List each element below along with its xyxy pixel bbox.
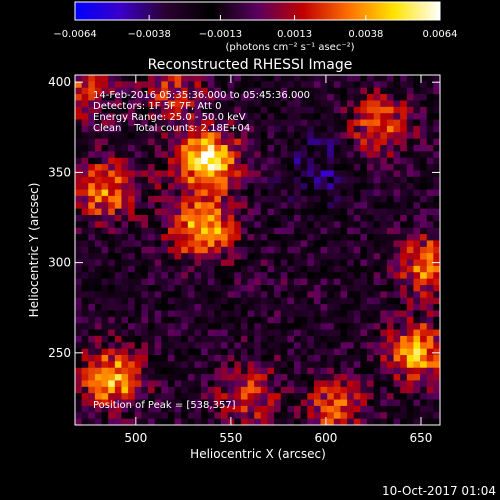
- annotation-detectors: Detectors: 1F 5F 7F, Att 0: [93, 101, 221, 112]
- peak-position-label: Position of Peak = [538,357]: [93, 400, 236, 411]
- x-tick-label: 600: [314, 431, 337, 445]
- annotation-energy-range: Energy Range: 25.0 - 50.0 keV: [93, 112, 246, 123]
- y-tick-label: 250: [48, 346, 71, 360]
- chart-title: Reconstructed RHESSI Image: [148, 57, 353, 73]
- annotation-clean-counts: Clean Total counts: 2.18E+04: [93, 123, 250, 134]
- x-tick-label: 550: [219, 431, 242, 445]
- plot-frame: [74, 74, 441, 426]
- y-axis-label: Heliocentric Y (arcsec): [27, 183, 41, 318]
- colorbar-units: (photons cm⁻² s⁻¹ asec⁻²): [225, 42, 354, 53]
- x-tick-label: 650: [410, 431, 433, 445]
- footer-timestamp: 10-Oct-2017 01:04: [382, 484, 496, 498]
- colorbar-tick-label: −0.0064: [53, 29, 96, 40]
- colorbar-tick-label: 0.0038: [348, 29, 383, 40]
- colorbar-gradient: [74, 1, 441, 21]
- axes: 500 550 600 650 250 300 350 400: [48, 75, 440, 445]
- x-axis-label: Heliocentric X (arcsec): [190, 447, 326, 461]
- colorbar-tick-label: 0.0013: [277, 29, 312, 40]
- colorbar: −0.0064 −0.0038 −0.0013 0.0013 0.0038 0.0064 …: [53, 1, 458, 53]
- y-tick-label: 400: [48, 75, 71, 89]
- x-tick-label: 500: [124, 431, 147, 445]
- colorbar-tick-label: 0.0064: [423, 29, 458, 40]
- observation-info: 14-Feb-2016 05:35:36.000 to 05:45:36.000…: [93, 90, 310, 134]
- colorbar-ticks: −0.0064 −0.0038 −0.0013 0.0013 0.0038 0.0064: [53, 15, 458, 40]
- y-tick-label: 350: [48, 165, 71, 179]
- colorbar-tick-label: −0.0038: [127, 29, 170, 40]
- heatmap-image: [75, 75, 441, 426]
- y-tick-label: 300: [48, 256, 71, 270]
- annotation-time-range: 14-Feb-2016 05:35:36.000 to 05:45:36.000: [93, 90, 310, 101]
- colorbar-tick-label: −0.0013: [199, 29, 242, 40]
